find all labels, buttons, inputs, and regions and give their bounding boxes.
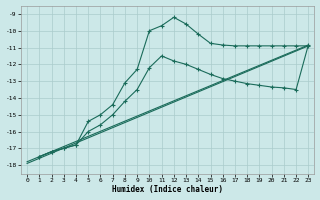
X-axis label: Humidex (Indice chaleur): Humidex (Indice chaleur) (112, 185, 223, 194)
